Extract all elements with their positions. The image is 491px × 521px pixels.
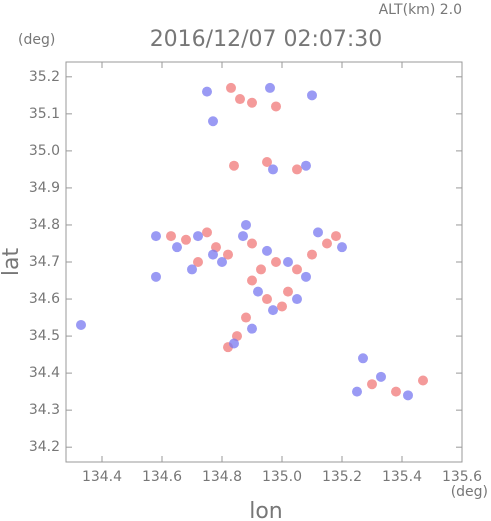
point: [247, 323, 257, 334]
y-tick-label: 34.9: [29, 180, 60, 196]
point: [262, 245, 272, 256]
point: [151, 231, 161, 242]
point: [241, 312, 251, 323]
x-tick-label: 134.8: [202, 469, 242, 485]
point: [202, 86, 212, 97]
point: [283, 257, 293, 267]
point: [226, 82, 236, 93]
point: [181, 234, 191, 245]
plot-frame: [65, 61, 463, 463]
point: [151, 271, 161, 282]
point: [193, 231, 203, 242]
point: [271, 257, 281, 267]
y-tick-label: 34.6: [29, 291, 60, 307]
y-tick-label: 35.1: [29, 106, 60, 122]
y-tick-label: 34.7: [29, 254, 60, 270]
point: [166, 231, 176, 242]
point: [265, 82, 275, 93]
point: [367, 379, 377, 390]
y-tick-label: 35.2: [29, 69, 60, 85]
point: [247, 275, 257, 286]
point: [223, 249, 233, 260]
point: [292, 164, 302, 175]
y-axis-label: lat: [0, 248, 24, 277]
point: [253, 286, 263, 297]
point: [208, 116, 218, 127]
point: [268, 305, 278, 316]
point: [193, 257, 203, 267]
point: [172, 242, 182, 253]
point: [313, 227, 323, 238]
point: [76, 319, 86, 330]
point: [247, 238, 257, 249]
point: [256, 264, 266, 275]
x-tick-label: 135.6: [442, 469, 482, 485]
point: [283, 286, 293, 297]
point: [268, 164, 278, 175]
point: [301, 271, 311, 282]
point: [331, 231, 341, 242]
x-tick-label: 135.4: [382, 469, 422, 485]
y-tick-label: 34.8: [29, 217, 60, 233]
point: [292, 264, 302, 275]
y-unit: (deg): [18, 32, 55, 48]
point: [292, 294, 302, 305]
x-axis-label: lon: [249, 499, 283, 521]
point: [262, 157, 272, 167]
x-tick-label: 134.6: [142, 469, 182, 485]
point: [322, 238, 332, 249]
point: [187, 264, 197, 275]
point: [307, 90, 317, 101]
point: [391, 386, 401, 397]
point: [277, 301, 287, 312]
point: [247, 97, 257, 108]
point: [337, 242, 347, 253]
x-tick-label: 135.0: [262, 469, 302, 485]
point: [235, 94, 245, 105]
point: [229, 160, 239, 171]
y-tick-label: 34.4: [29, 365, 60, 381]
x-tick-label: 134.4: [82, 469, 122, 485]
point: [352, 386, 362, 397]
point: [217, 257, 227, 267]
point: [301, 160, 311, 171]
point: [418, 375, 428, 386]
point: [262, 294, 272, 305]
point: [376, 371, 386, 382]
point: [208, 249, 218, 260]
x-unit: (deg): [451, 484, 488, 500]
point: [229, 338, 239, 349]
altitude-label: ALT(km) 2.0: [379, 2, 462, 18]
point: [202, 227, 212, 238]
x-tick-label: 135.2: [322, 469, 362, 485]
point: [241, 219, 251, 230]
point: [238, 231, 248, 242]
y-tick-label: 34.2: [29, 439, 60, 455]
chart-title: 2016/12/07 02:07:30: [150, 27, 383, 52]
point: [307, 249, 317, 260]
point: [403, 390, 413, 401]
y-tick-label: 34.3: [29, 402, 60, 418]
point: [358, 353, 368, 364]
y-tick-label: 35.0: [29, 143, 60, 159]
point: [271, 101, 281, 112]
y-tick-label: 34.5: [29, 328, 60, 344]
